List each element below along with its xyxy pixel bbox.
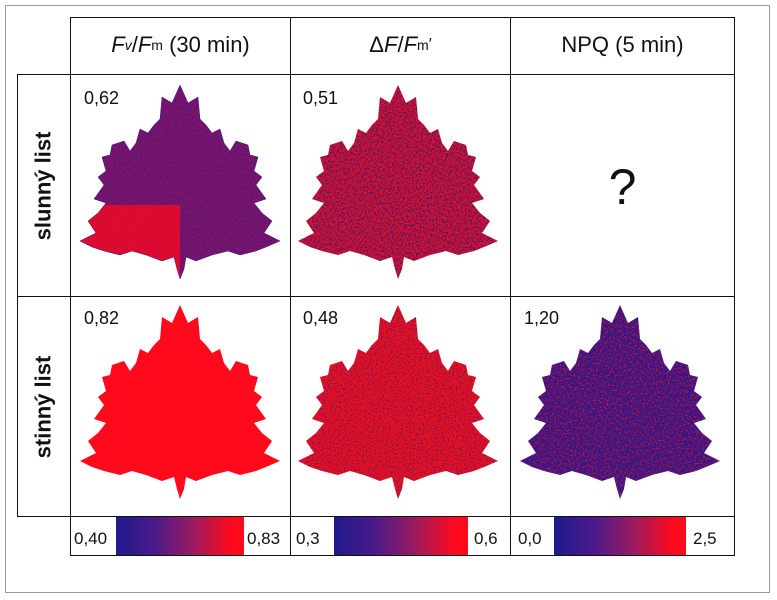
colorbar-dff-min: 0,3 <box>296 529 320 548</box>
value-sun-npq-unknown: ? <box>608 158 637 215</box>
value-shade-fvfm: 0,82 <box>84 308 120 328</box>
leaf-sun-fvfm <box>80 85 280 280</box>
colorbar-dff <box>334 517 468 555</box>
colorbar-npq <box>554 517 686 555</box>
grid-line <box>734 17 735 555</box>
header-npq: NPQ (5 min) <box>561 32 684 57</box>
grid-line <box>17 296 735 297</box>
grid-line <box>70 17 71 555</box>
value-shade-npq: 1,20 <box>524 308 560 328</box>
figure-frame <box>5 5 770 593</box>
grid-line <box>70 17 735 18</box>
colorbar-fvfm-max: 0,83 <box>247 529 281 548</box>
grid-line <box>17 74 735 75</box>
leaf-shade-npq <box>520 305 720 499</box>
leaf-sun-dff <box>298 85 498 279</box>
colorbar-npq-max: 2,5 <box>693 529 717 548</box>
value-sun-fvfm: 0,62 <box>84 88 120 108</box>
colorbar-npq-min: 0,0 <box>518 529 542 548</box>
value-sun-dff: 0,51 <box>303 88 339 108</box>
grid-line <box>290 17 291 555</box>
grid-line <box>17 516 735 517</box>
colorbar-dff-max: 0,6 <box>474 529 498 548</box>
grid-line <box>70 555 735 556</box>
colorbar-fvfm-min: 0,40 <box>74 529 108 548</box>
colorbar-fvfm <box>116 517 244 555</box>
grid-line <box>510 17 511 555</box>
leaf-shade-dff <box>298 305 498 499</box>
row-label-sun: slunný list <box>30 131 56 240</box>
leaf-shade-fvfm <box>80 305 280 499</box>
row-label-shade: stinný list <box>30 355 56 458</box>
value-shade-dff: 0,48 <box>303 308 339 328</box>
grid-line <box>17 74 18 517</box>
